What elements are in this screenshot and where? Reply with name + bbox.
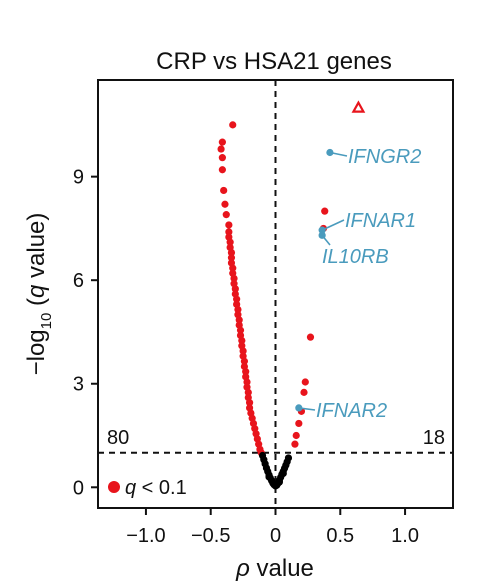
- significant-point: [221, 200, 229, 208]
- significant-point: [218, 154, 226, 162]
- x-tick-label: 0.5: [326, 525, 354, 547]
- gene-annotations: IFNGR2 IFNAR1 IL10RB IFNAR2: [295, 146, 421, 422]
- significant-point: [295, 419, 303, 428]
- significant-point: [238, 336, 246, 345]
- x-axis-label: ρ value: [235, 555, 314, 582]
- significant-point: [242, 368, 250, 376]
- nonsignificant-point: [265, 473, 273, 481]
- x-tick-label: −0.5: [191, 525, 230, 547]
- y-tick-label: 6: [73, 270, 84, 292]
- significant-point: [240, 357, 249, 365]
- significant-point: [225, 221, 233, 229]
- significant-point: [300, 388, 308, 396]
- significant-point: [230, 274, 238, 283]
- significant-point: [227, 254, 236, 262]
- significant-point: [291, 440, 299, 448]
- nonsignificant-point: [275, 478, 283, 486]
- significant-point: [321, 207, 329, 215]
- significant-point: [218, 166, 226, 174]
- legend-label: q < 0.1: [125, 477, 187, 499]
- significant-point: [231, 285, 239, 293]
- x-tick-label: 0: [270, 525, 281, 547]
- significant-point: [222, 211, 230, 219]
- significant-point: [239, 347, 247, 355]
- highlighted-point: [318, 226, 326, 234]
- significant-point: [236, 326, 245, 334]
- significant-point: [292, 431, 300, 440]
- significant-point: [229, 121, 237, 129]
- significant-point: [226, 238, 234, 246]
- significant-point: [306, 333, 315, 341]
- y-tick-label: 9: [73, 167, 84, 189]
- significant-point: [218, 138, 226, 146]
- nonsignificant-point: [284, 454, 293, 462]
- highlighted-point: [326, 148, 334, 157]
- data-points: [217, 100, 366, 490]
- gene-label-il10rb: IL10RB: [322, 246, 389, 268]
- annotation-leader-line: [321, 219, 345, 231]
- gene-label-ifnar2: IFNAR2: [316, 400, 387, 422]
- significant-point: [217, 145, 225, 153]
- legend-marker: [108, 481, 120, 493]
- chart-title: CRP vs HSA21 genes: [156, 48, 392, 75]
- significant-point: [227, 248, 236, 257]
- gene-label-ifngr2: IFNGR2: [348, 146, 421, 168]
- significant-point: [220, 186, 228, 195]
- nonsignificant-point: [279, 469, 287, 478]
- significant-point: [234, 305, 242, 314]
- highlighted-point: [318, 231, 326, 239]
- significant-point: [229, 264, 237, 272]
- y-tick-label: 0: [73, 477, 84, 499]
- axis-ticks: −1.0 −0.5 0 0.5 1.0 0 3 6 9: [73, 167, 419, 547]
- significant-point: [244, 388, 252, 396]
- legend: q < 0.1: [108, 477, 187, 499]
- y-tick-label: 3: [73, 374, 84, 396]
- left-count-label: 80: [107, 427, 129, 449]
- significant-point: [233, 295, 241, 303]
- triangle-point: [351, 100, 366, 113]
- right-count-label: 18: [423, 427, 445, 449]
- significant-point: [235, 316, 243, 324]
- highlighted-point: [295, 404, 303, 412]
- gene-label-ifnar1: IFNAR1: [345, 210, 416, 232]
- x-tick-label: −1.0: [126, 525, 165, 547]
- significant-point: [225, 228, 233, 236]
- significant-point: [243, 378, 251, 386]
- x-tick-label: 1.0: [391, 525, 419, 547]
- reference-lines: [98, 80, 453, 508]
- significant-point: [301, 378, 309, 386]
- y-axis-label: −log10 (q value): [23, 213, 55, 376]
- significant-point: [245, 399, 254, 407]
